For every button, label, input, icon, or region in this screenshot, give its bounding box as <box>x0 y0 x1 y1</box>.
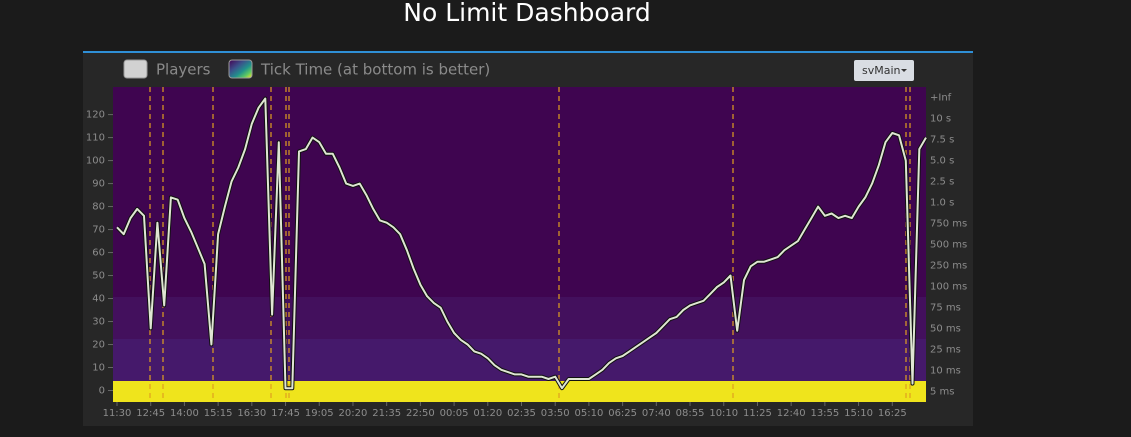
y2-tick-label: 10 ms <box>930 366 961 377</box>
x-tick-label: 06:25 <box>608 408 637 419</box>
x-tick-label: 17:45 <box>271 408 300 419</box>
x-tick-label: 16:30 <box>237 408 266 419</box>
x-tick-label: 14:00 <box>170 408 199 419</box>
heat-cells <box>113 297 926 339</box>
x-tick-label: 02:35 <box>507 408 536 419</box>
x-tick-label: 15:10 <box>844 408 873 419</box>
y-tick-label: 0 <box>99 386 105 397</box>
x-tick-label: 01:20 <box>473 408 502 419</box>
y-tick-label: 80 <box>92 202 105 213</box>
x-tick-label: 11:30 <box>103 408 132 419</box>
selector-button[interactable] <box>854 60 914 81</box>
legend-heatmap[interactable]: Tick Time (at bottom is better) <box>228 59 490 79</box>
y-tick-label: 10 <box>92 363 105 374</box>
x-tick-label: 05:10 <box>575 408 604 419</box>
x-tick-label: 07:40 <box>642 408 671 419</box>
selector[interactable]: svMain <box>854 60 914 81</box>
x-tick-label: 03:50 <box>541 408 570 419</box>
legend-checkbox[interactable] <box>123 59 148 79</box>
y2-tick-label: 500 ms <box>930 240 967 251</box>
x-tick-label: 22:50 <box>406 408 435 419</box>
y-tick-label: 100 <box>86 156 105 167</box>
dashboard-title: No Limit Dashboard <box>403 0 651 27</box>
y2-tick-label: +Inf <box>930 93 952 104</box>
x-tick-label: 00:05 <box>440 408 469 419</box>
x-tick-label: 20:20 <box>339 408 368 419</box>
x-tick-label: 12:40 <box>777 408 806 419</box>
x-tick-label: 15:15 <box>204 408 233 419</box>
legend-players[interactable]: Players <box>123 59 211 79</box>
y2-tick-label: 750 ms <box>930 219 967 230</box>
heat-cells <box>113 381 926 402</box>
y2-tick-label: 5 ms <box>930 387 955 398</box>
y-tick-label: 50 <box>92 271 105 282</box>
y-tick-label: 20 <box>92 340 105 351</box>
y2-tick-label: 250 ms <box>930 261 967 272</box>
y2-tick-label: 75 ms <box>930 303 961 314</box>
y2-tick-label: 2.5 s <box>930 177 954 188</box>
heat-cells <box>113 87 926 297</box>
panel-border <box>83 51 973 53</box>
y2-tick-label: 50 ms <box>930 324 961 335</box>
heatmap <box>113 87 926 402</box>
y2-tick-label: 25 ms <box>930 345 961 356</box>
y-tick-label: 120 <box>86 110 105 121</box>
y2-tick-label: 5.0 s <box>930 156 954 167</box>
x-tick-label: 10:10 <box>709 408 738 419</box>
y2-tick-label: 10 s <box>930 114 951 125</box>
series-line <box>116 97 927 390</box>
selector-label[interactable]: svMain <box>862 64 901 77</box>
y-tick-label: 110 <box>86 133 105 144</box>
x-tick-label: 19:05 <box>305 408 334 419</box>
x-tick-label: 13:55 <box>810 408 839 419</box>
selector-caret[interactable] <box>901 69 907 72</box>
y-tick-label: 70 <box>92 225 105 236</box>
x-tick-label: 21:35 <box>372 408 401 419</box>
x-tick-label: 12:45 <box>136 408 165 419</box>
x-tick-label: 11:25 <box>743 408 772 419</box>
y-tick-label: 60 <box>92 248 105 259</box>
x-tick-label: 08:55 <box>676 408 705 419</box>
y2-tick-label: 7.5 s <box>930 135 954 146</box>
y-tick-label: 40 <box>92 294 105 305</box>
y-tick-label: 90 <box>92 179 105 190</box>
y2-tick-label: 1.0 s <box>930 198 954 209</box>
legend-gradient[interactable] <box>228 59 253 79</box>
x-tick-label: 16:25 <box>878 408 907 419</box>
legend-label[interactable]: Players <box>156 61 211 79</box>
y2-tick-label: 100 ms <box>930 282 967 293</box>
legend-label[interactable]: Tick Time (at bottom is better) <box>260 61 490 79</box>
y-tick-label: 30 <box>92 317 105 328</box>
